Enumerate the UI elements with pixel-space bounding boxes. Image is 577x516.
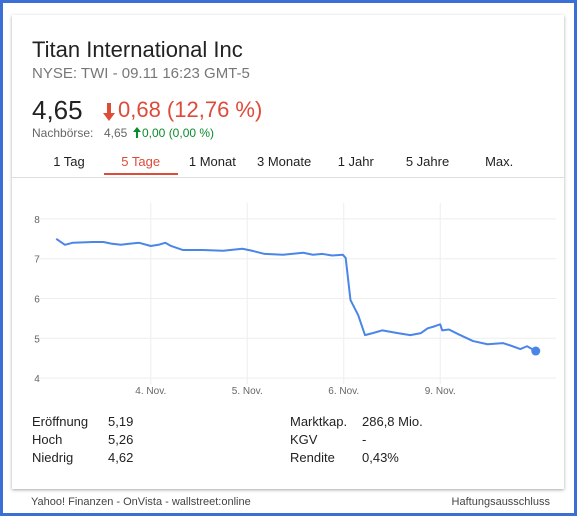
range-tab[interactable]: 1 Tag [53, 154, 85, 169]
range-tab[interactable]: 5 Tage [103, 151, 178, 175]
y-tick-label: 7 [34, 255, 40, 266]
stat-value: 5,26 [108, 432, 134, 447]
sources: Yahoo! Finanzen - OnVista - wallstreet:o… [31, 496, 251, 508]
stat-value: - [362, 432, 367, 447]
price-line [55, 237, 537, 352]
y-tick-label: 5 [34, 334, 40, 345]
after-hours-change: 0,00 (0,00 %) [142, 126, 215, 140]
stat-label: Marktkap. [290, 414, 348, 429]
disclaimer[interactable]: Haftungsausschluss [451, 496, 550, 508]
y-tick-label: 6 [34, 295, 40, 306]
stat-label: Hoch [32, 432, 63, 447]
price-change: 0,68 (12,76 %) [118, 97, 263, 122]
stat-label: Rendite [290, 450, 335, 465]
y-tick-label: 8 [34, 215, 40, 226]
x-tick-label: 9. Nov. [425, 386, 456, 397]
x-tick-label: 5. Nov. [232, 386, 263, 397]
chart: 4 5 6 7 8 4. Nov. 5. Nov. 6. Nov. 9. Nov. [34, 203, 556, 397]
last-point [531, 346, 541, 356]
range-tab[interactable]: 1 Jahr [337, 154, 374, 169]
title: Titan International Inc [32, 37, 243, 62]
after-hours-price: 4,65 [104, 126, 128, 140]
up-arrow [133, 127, 141, 138]
x-tick-label: 4. Nov. [135, 386, 166, 397]
x-tick-label: 6. Nov. [328, 386, 359, 397]
price: 4,65 [32, 95, 83, 125]
stat-label: Eröffnung [32, 414, 89, 429]
stat-label: KGV [290, 432, 318, 447]
stat-value: 5,19 [108, 414, 134, 429]
stat-value: 4,62 [108, 450, 134, 465]
stat-value: 286,8 Mio. [362, 414, 423, 429]
stat-label: Niedrig [32, 450, 74, 465]
finance-card: Titan International Inc NYSE: TWI - 09.1… [12, 15, 564, 489]
range-tab[interactable]: 3 Monate [256, 154, 312, 169]
after-hours-label: Nachbörse: [32, 126, 94, 140]
range-tab[interactable]: 1 Monat [188, 154, 236, 169]
range-tab[interactable]: Max. [485, 154, 514, 169]
range-tab[interactable]: 5 Jahre [405, 154, 450, 169]
range-tabs: 1 Tag 5 Tage 1 Monat 3 Monate 1 Jahr 5 Jahre M… [12, 151, 564, 178]
stat-value: 0,43% [362, 450, 399, 465]
subtitle: NYSE: TWI - 09.11 16:23 GMT-5 [32, 65, 250, 82]
down-arrow [103, 103, 115, 121]
y-tick-label: 4 [34, 374, 40, 385]
